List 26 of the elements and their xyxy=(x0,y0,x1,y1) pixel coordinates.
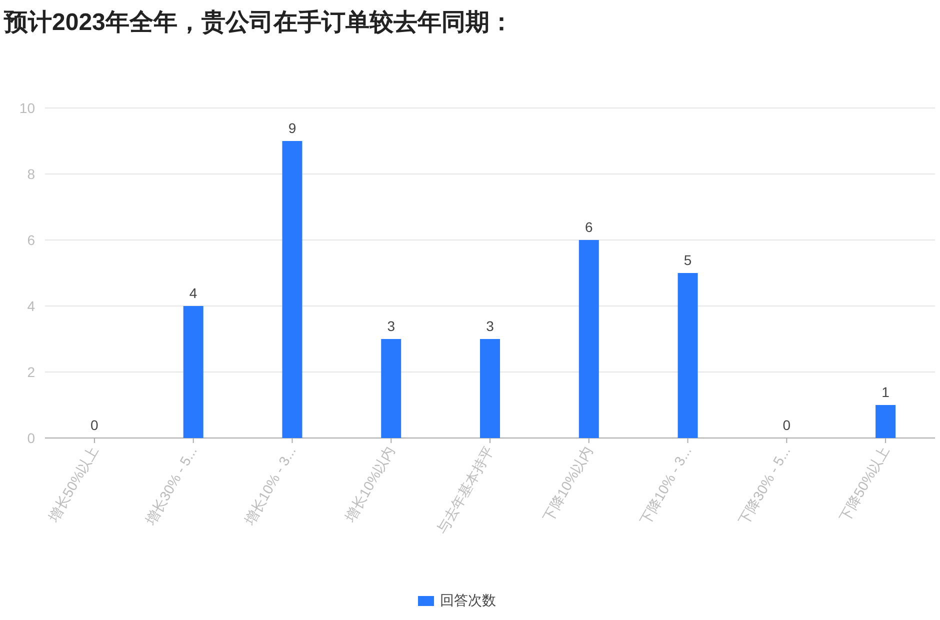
data-label: 1 xyxy=(882,384,890,400)
data-label: 3 xyxy=(486,318,494,334)
bar xyxy=(282,141,302,438)
bar xyxy=(480,339,500,438)
data-label: 4 xyxy=(189,285,198,301)
data-label: 0 xyxy=(90,417,99,433)
bar xyxy=(678,273,698,438)
y-tick-label: 8 xyxy=(27,166,36,182)
y-tick-label: 0 xyxy=(27,430,36,446)
y-tick-label: 6 xyxy=(27,232,36,248)
legend: 回答次数 xyxy=(418,592,496,608)
data-label: 3 xyxy=(387,318,396,334)
data-label: 5 xyxy=(684,252,692,268)
chart-title: 预计2023年全年，贵公司在手订单较去年同期： xyxy=(3,9,514,36)
y-tick-label: 4 xyxy=(27,298,36,314)
bar xyxy=(578,240,599,438)
bar xyxy=(876,405,896,438)
bar xyxy=(381,339,402,438)
bar xyxy=(183,306,204,438)
data-label: 6 xyxy=(584,219,593,235)
y-tick-label: 2 xyxy=(27,364,36,380)
data-label: 0 xyxy=(782,417,791,433)
x-tick-label: 与去年基本持平 xyxy=(434,444,497,536)
data-label: 9 xyxy=(288,120,296,136)
y-tick-label: 10 xyxy=(19,100,36,116)
legend-label: 回答次数 xyxy=(440,592,496,608)
